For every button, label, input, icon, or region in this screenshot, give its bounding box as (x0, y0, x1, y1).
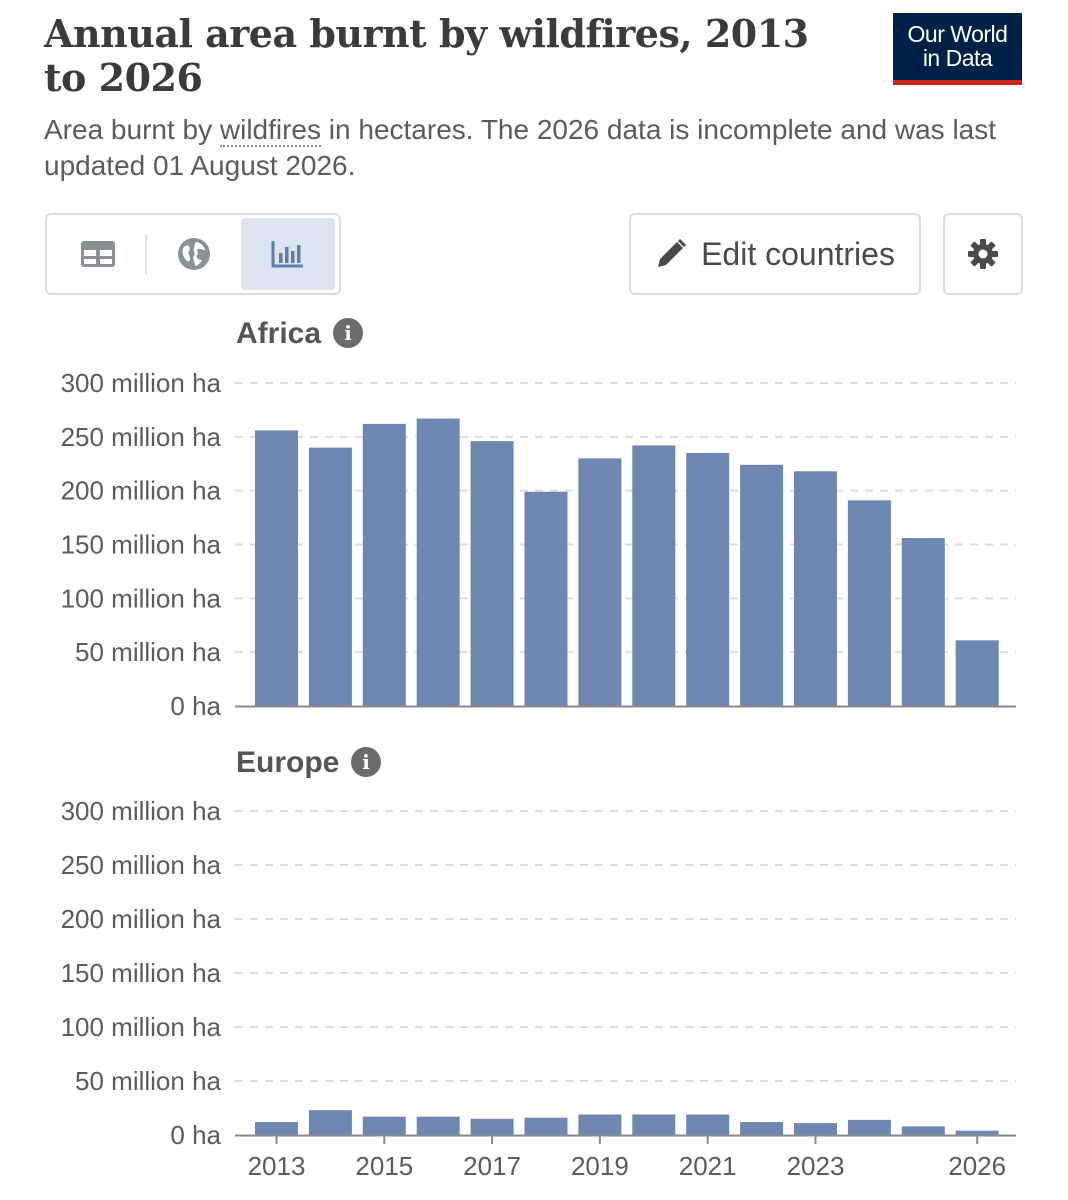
y-tick-label: 0 ha (170, 1120, 221, 1150)
bar-2015[interactable] (362, 1116, 406, 1135)
bar-2026[interactable] (955, 640, 999, 706)
y-tick-label: 100 million ha (61, 1012, 222, 1042)
y-tick-label: 100 million ha (61, 583, 222, 613)
x-tick-label: 2015 (355, 1151, 413, 1181)
bar-2020[interactable] (632, 1114, 676, 1135)
wildfires-definition-link[interactable]: wildfires (219, 114, 322, 147)
subtitle-prefix: Area burnt by (44, 114, 220, 145)
bar-2013[interactable] (255, 1122, 298, 1135)
bar-2013[interactable] (255, 430, 298, 706)
x-tick-label: 2026 (948, 1151, 1006, 1181)
logo-line-1: Our World (907, 21, 1008, 47)
bar-2014[interactable] (308, 447, 352, 706)
y-tick-label: 300 million ha (61, 796, 222, 826)
bar-chart-icon (271, 241, 303, 268)
y-tick-label: 250 million ha (61, 850, 222, 880)
y-tick-label: 300 million ha (61, 368, 222, 398)
x-tick-label: 2023 (787, 1151, 845, 1181)
bar-2015[interactable] (362, 423, 406, 706)
gear-icon (968, 239, 998, 269)
owid-logo[interactable]: Our World in Data (893, 13, 1022, 85)
y-tick-label: 150 million ha (61, 530, 222, 560)
chart-tab[interactable] (240, 218, 335, 290)
panel-title: Europe (236, 746, 339, 779)
bar-2025[interactable] (901, 538, 945, 706)
bar-2023[interactable] (794, 1123, 837, 1135)
svg-text:i: i (362, 750, 370, 774)
map-tab[interactable] (147, 218, 241, 290)
bar-2018[interactable] (524, 491, 568, 706)
bar-2021[interactable] (686, 452, 730, 706)
bar-2022[interactable] (740, 464, 784, 706)
bar-2019[interactable] (578, 1114, 622, 1135)
x-tick-label: 2017 (463, 1151, 521, 1181)
pencil-icon (658, 238, 687, 267)
bar-2021[interactable] (686, 1114, 730, 1135)
table-icon (81, 241, 115, 267)
bar-2018[interactable] (524, 1117, 568, 1135)
y-tick-label: 250 million ha (61, 422, 222, 452)
globe-icon (177, 238, 210, 270)
chart-subtitle: Area burnt by wildfires in hectares. The… (44, 112, 1004, 184)
x-tick-label: 2021 (679, 1151, 737, 1181)
bar-2020[interactable] (632, 445, 676, 706)
bar-2019[interactable] (578, 458, 622, 706)
y-tick-label: 0 ha (170, 691, 221, 721)
view-toggle (45, 213, 341, 295)
bar-2017[interactable] (470, 441, 514, 706)
bar-2016[interactable] (416, 1116, 460, 1135)
svg-text:i: i (344, 321, 352, 345)
panel-title: Africa (236, 317, 321, 350)
edit-countries-label: Edit countries (701, 235, 895, 272)
edit-countries-button[interactable]: Edit countries (629, 213, 921, 295)
chart-panel-europe: Europe i 0 ha 50 million ha 100 million ha 15… (61, 746, 1016, 1181)
bar-2024[interactable] (847, 500, 891, 706)
settings-button[interactable] (943, 213, 1023, 295)
y-tick-label: 50 million ha (75, 1066, 222, 1096)
bar-2022[interactable] (740, 1122, 784, 1135)
y-tick-label: 200 million ha (61, 476, 222, 506)
chart-panel-africa: Africa i 0 ha 50 million ha 100 million ha 15… (61, 317, 1016, 721)
info-icon[interactable]: i (333, 318, 363, 348)
y-tick-label: 50 million ha (75, 637, 222, 667)
bar-2024[interactable] (847, 1119, 891, 1135)
chart-title: Annual area burnt by wildfires, 2013 to … (44, 11, 809, 100)
toggle-divider (145, 234, 147, 274)
y-tick-label: 150 million ha (61, 958, 222, 988)
x-tick-label: 2019 (571, 1151, 629, 1181)
bar-2026[interactable] (955, 1130, 999, 1135)
y-tick-label: 200 million ha (61, 904, 222, 934)
x-tick-label: 2013 (248, 1151, 306, 1181)
info-icon[interactable]: i (351, 747, 381, 777)
subtitle-suffix: in hectares. The 2026 data is incomplete… (44, 114, 997, 181)
bar-2023[interactable] (794, 471, 837, 706)
bar-2025[interactable] (901, 1126, 945, 1135)
logo-line-2: in Data (922, 45, 993, 71)
bar-2016[interactable] (416, 418, 460, 706)
bar-2017[interactable] (470, 1118, 514, 1135)
table-tab[interactable] (51, 218, 145, 290)
bar-2014[interactable] (308, 1110, 352, 1135)
